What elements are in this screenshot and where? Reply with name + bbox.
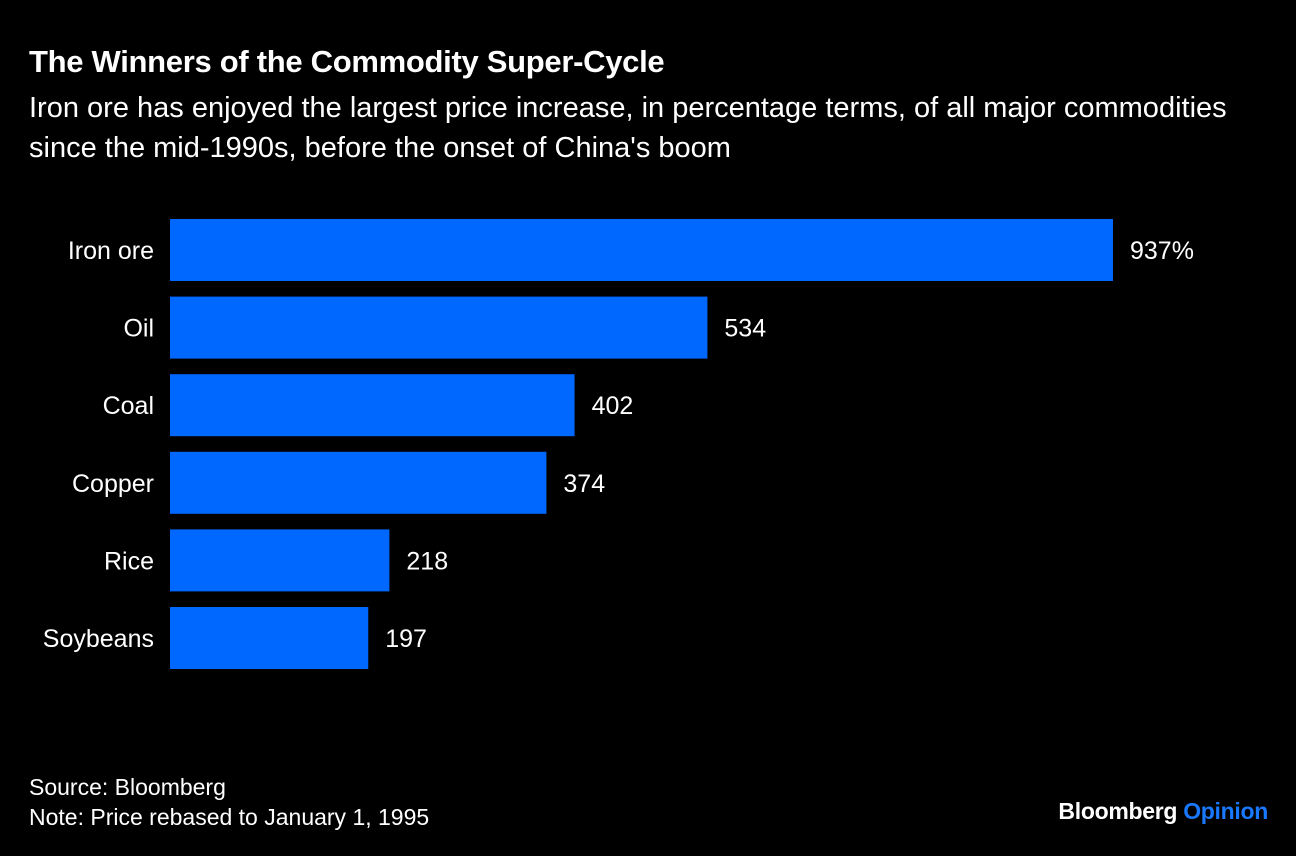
source-note: Source: Bloomberg: [29, 774, 226, 800]
chart-title: The Winners of the Commodity Super-Cycle: [29, 44, 665, 79]
category-label: Oil: [123, 315, 154, 343]
data-label: 197: [385, 625, 427, 653]
bar-iron-ore: [170, 219, 1113, 281]
bar-oil: [170, 296, 708, 359]
data-label: 374: [563, 470, 605, 498]
category-label: Soybeans: [43, 625, 154, 653]
bloomberg-opinion-logo: Bloomberg Opinion: [1058, 798, 1268, 825]
logo-brand: Bloomberg: [1058, 798, 1178, 824]
data-label: 402: [592, 392, 634, 420]
category-label: Iron ore: [68, 237, 154, 265]
chart-subtitle: Iron ore has enjoyed the largest price i…: [29, 92, 1227, 164]
logo-section: Opinion: [1183, 798, 1268, 824]
bar-rice: [170, 529, 390, 592]
bar-coal: [170, 374, 575, 437]
bar-copper: [170, 451, 547, 514]
category-label: Copper: [72, 470, 154, 498]
bar-soybeans: [170, 607, 369, 669]
chart-footer: Source: Bloomberg Note: Price rebased to…: [29, 772, 429, 832]
data-label: 937%: [1130, 237, 1194, 265]
category-label: Coal: [103, 392, 154, 420]
data-label: 534: [724, 315, 766, 343]
category-label: Rice: [104, 547, 154, 575]
data-label: 218: [406, 547, 448, 575]
rebase-note: Note: Price rebased to January 1, 1995: [29, 804, 430, 830]
